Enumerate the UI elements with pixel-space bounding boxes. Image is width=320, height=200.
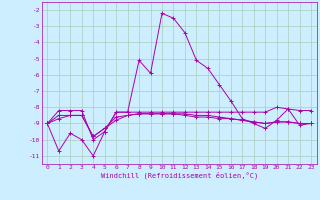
X-axis label: Windchill (Refroidissement éolien,°C): Windchill (Refroidissement éolien,°C): [100, 172, 258, 179]
